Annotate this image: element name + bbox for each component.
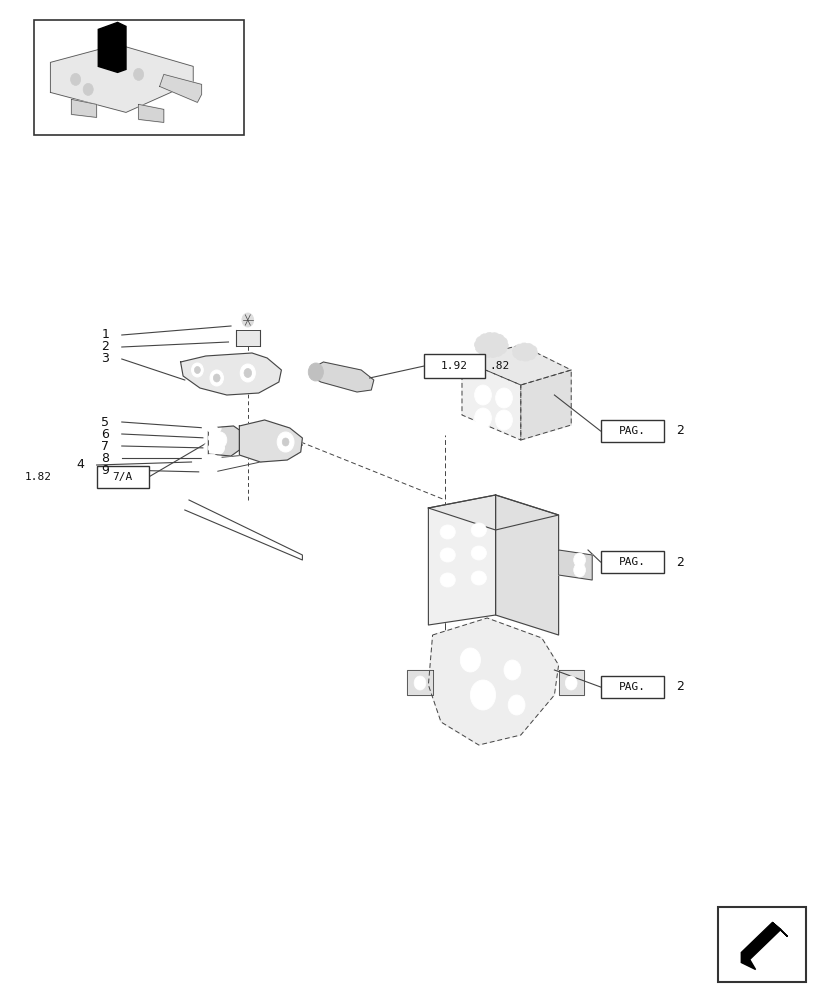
Ellipse shape [206, 454, 218, 462]
Circle shape [496, 410, 512, 430]
Ellipse shape [200, 466, 217, 478]
Bar [97, 466, 149, 488]
Polygon shape [462, 345, 571, 385]
Circle shape [104, 56, 114, 68]
Polygon shape [773, 922, 788, 936]
Polygon shape [559, 670, 584, 695]
Circle shape [83, 83, 93, 95]
Text: 1.92: 1.92 [441, 361, 468, 371]
Circle shape [210, 370, 223, 386]
Text: 7/A: 7/A [113, 472, 133, 482]
Polygon shape [239, 420, 302, 462]
Ellipse shape [440, 525, 455, 539]
Ellipse shape [512, 343, 538, 361]
Text: 2: 2 [676, 680, 684, 694]
Bar [718, 907, 806, 982]
Circle shape [213, 374, 220, 382]
Ellipse shape [204, 440, 224, 456]
Circle shape [574, 553, 585, 567]
Ellipse shape [208, 444, 220, 452]
Ellipse shape [202, 452, 221, 464]
Text: PAG.: PAG. [618, 557, 646, 567]
Polygon shape [311, 362, 374, 392]
Circle shape [71, 73, 81, 85]
Circle shape [414, 676, 426, 690]
Text: 3: 3 [102, 353, 109, 365]
Polygon shape [559, 550, 592, 580]
Polygon shape [50, 44, 193, 112]
Circle shape [508, 695, 525, 715]
Text: 2: 2 [676, 424, 684, 437]
Bar [601, 420, 664, 442]
Text: 7: 7 [101, 440, 109, 452]
Polygon shape [741, 922, 780, 970]
Circle shape [574, 563, 585, 577]
Polygon shape [181, 353, 281, 395]
Text: 2: 2 [676, 556, 684, 568]
Circle shape [470, 680, 496, 710]
Circle shape [244, 368, 252, 377]
Circle shape [242, 313, 254, 327]
Polygon shape [160, 74, 202, 102]
Circle shape [308, 363, 323, 381]
Polygon shape [521, 370, 571, 440]
Polygon shape [428, 618, 559, 745]
Polygon shape [407, 670, 433, 695]
Polygon shape [496, 495, 559, 635]
Text: 5: 5 [101, 416, 109, 428]
Bar [424, 354, 485, 378]
Ellipse shape [203, 468, 213, 476]
Circle shape [240, 364, 255, 382]
Circle shape [236, 306, 260, 334]
Circle shape [460, 648, 480, 672]
Text: 1.82: 1.82 [25, 472, 52, 482]
Polygon shape [208, 426, 239, 456]
Circle shape [475, 385, 491, 405]
Circle shape [504, 660, 521, 680]
Ellipse shape [440, 548, 455, 562]
Circle shape [192, 363, 203, 377]
Ellipse shape [471, 546, 486, 560]
Ellipse shape [208, 434, 220, 442]
Text: 1: 1 [102, 328, 109, 342]
Text: 9: 9 [102, 464, 109, 477]
Circle shape [134, 68, 144, 80]
Polygon shape [139, 104, 164, 122]
Text: 8: 8 [101, 452, 109, 464]
Polygon shape [71, 99, 97, 117]
Bar [236, 330, 260, 346]
Polygon shape [428, 495, 496, 625]
Ellipse shape [206, 424, 218, 432]
Polygon shape [98, 22, 126, 72]
Text: PAG.: PAG. [618, 426, 646, 436]
Bar [601, 676, 664, 698]
Text: 4: 4 [76, 458, 84, 472]
Ellipse shape [202, 422, 221, 434]
Ellipse shape [204, 431, 224, 445]
Circle shape [496, 388, 512, 408]
Text: 2: 2 [102, 340, 109, 354]
Circle shape [282, 438, 289, 446]
Bar [34, 20, 244, 135]
Circle shape [565, 676, 577, 690]
Text: PAG.: PAG. [618, 682, 646, 692]
Circle shape [475, 408, 491, 428]
Circle shape [194, 366, 200, 373]
Polygon shape [428, 495, 559, 530]
Bar [601, 551, 664, 573]
Circle shape [277, 432, 294, 452]
Ellipse shape [475, 332, 508, 358]
Ellipse shape [471, 571, 486, 585]
Text: 6: 6 [102, 428, 109, 440]
Circle shape [213, 432, 227, 448]
Ellipse shape [440, 573, 455, 587]
Text: .82: .82 [489, 361, 509, 371]
Ellipse shape [471, 523, 486, 537]
Polygon shape [462, 360, 521, 440]
